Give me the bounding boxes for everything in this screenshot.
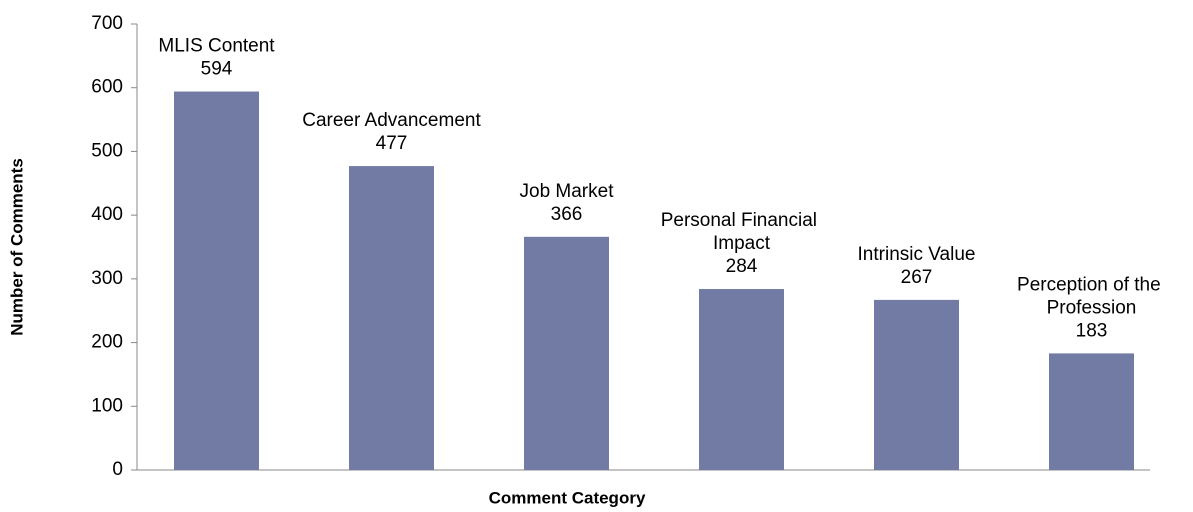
value-label: 594 <box>201 59 233 80</box>
category-label: Job Market <box>520 181 615 202</box>
y-tick-label: 200 <box>91 332 123 353</box>
bar <box>1049 353 1134 470</box>
category-label: Perception of the Profession <box>1017 274 1166 318</box>
bar <box>524 236 609 470</box>
y-tick-label: 500 <box>91 140 123 161</box>
category-label: MLIS Content <box>158 36 275 57</box>
y-tick-label: 100 <box>91 395 123 416</box>
value-label: 183 <box>1076 320 1108 341</box>
y-tick-label: 400 <box>91 204 123 225</box>
bar <box>174 91 259 470</box>
y-tick-label: 0 <box>112 459 123 480</box>
value-label: 366 <box>551 204 583 225</box>
value-label: 267 <box>901 267 933 288</box>
category-label: Intrinsic Value <box>858 244 976 265</box>
bar <box>699 289 784 470</box>
category-label: Personal Financial Impact <box>661 210 823 254</box>
y-tick-label: 600 <box>91 77 123 98</box>
value-label: 284 <box>726 256 758 277</box>
category-label: Career Advancement <box>302 110 481 131</box>
y-tick-label: 300 <box>91 268 123 289</box>
y-tick-label: 700 <box>91 13 123 34</box>
y-axis-title: Number of Comments <box>7 158 26 336</box>
x-axis-title: Comment Category <box>489 488 646 507</box>
bar <box>874 299 959 470</box>
bar <box>349 166 434 470</box>
value-label: 477 <box>376 133 408 154</box>
